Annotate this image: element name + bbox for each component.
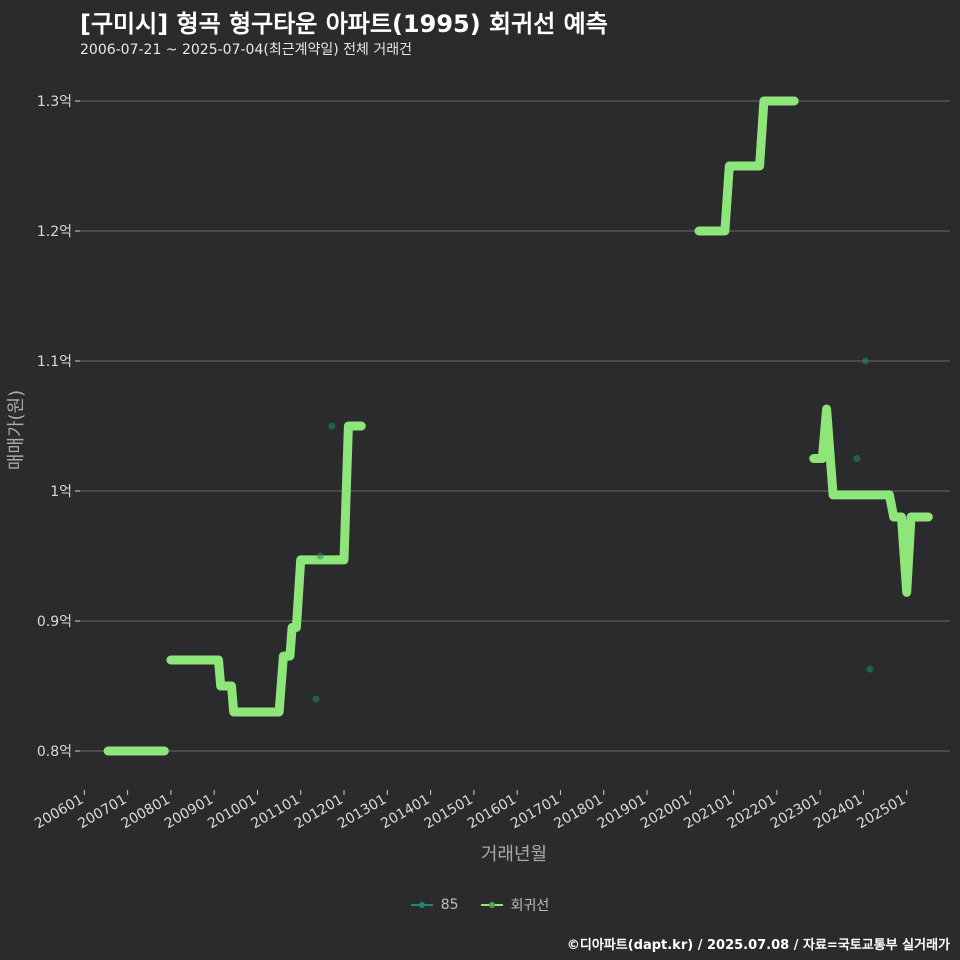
data-point-85 (328, 422, 336, 430)
y-axis-label: 매매가(원) (6, 390, 27, 470)
x-tick-label: 202501 (854, 792, 908, 833)
x-tick-label: 201401 (378, 792, 432, 833)
regression-line-segment (694, 96, 799, 236)
y-axis-ticks: 0.8억 0.9억 1억 1.1억 1.2억 1.3억 (37, 94, 80, 760)
source-caption: ©디아파트(dapt.kr) / 2025.07.08 / 자료=국토교통부 실… (566, 938, 950, 953)
x-tick-label: 201301 (335, 792, 389, 833)
data-point-85 (862, 357, 870, 365)
x-tick-label: 202401 (811, 792, 865, 833)
legend-label-regression: 회귀선 (510, 898, 550, 914)
x-tick-label: 200701 (75, 792, 129, 833)
x-tick-label: 200801 (119, 792, 173, 833)
y-tick-label: 0.9억 (37, 614, 72, 630)
legend: 85 회귀선 (0, 895, 960, 915)
x-axis-ticks: 2006012007012008012009012010012011012012… (32, 790, 909, 832)
y-tick-label: 1.3억 (37, 94, 72, 110)
y-tick-label: 1억 (50, 484, 72, 500)
chart-title: [구미시] 형곡 형구타운 아파트(1995) 회귀선 예측 (80, 10, 608, 38)
y-tick-label: 0.8억 (37, 744, 72, 760)
legend-item-regression: 회귀선 (480, 895, 550, 915)
x-tick-label: 201801 (551, 792, 605, 833)
chart-subtitle: 2006-07-21 ~ 2025-07-04(최근계약일) 전체 거래건 (80, 42, 412, 58)
regression-line-segment (809, 404, 933, 597)
y-tick-label: 1.1억 (37, 354, 72, 370)
y-tick-label: 1.2억 (37, 224, 72, 240)
legend-item-85: 85 (410, 895, 459, 915)
x-tick-label: 201601 (465, 792, 519, 833)
legend-key-regression (480, 898, 503, 912)
x-tick-label: 200601 (32, 792, 86, 833)
regression-line-layer (103, 96, 933, 756)
x-tick-label: 202301 (768, 792, 822, 833)
x-axis-label: 거래년월 (481, 844, 547, 865)
data-point-85 (316, 552, 324, 560)
x-tick-label: 202001 (638, 792, 692, 833)
x-tick-label: 201001 (205, 792, 259, 833)
grid-layer (80, 100, 950, 752)
x-tick-label: 202201 (725, 792, 779, 833)
x-tick-label: 202101 (681, 792, 735, 833)
legend-key-85 (410, 898, 433, 912)
data-point-85 (866, 665, 874, 673)
x-tick-label: 201501 (422, 792, 476, 833)
x-tick-label: 201901 (595, 792, 649, 833)
x-tick-label: 201701 (508, 792, 562, 833)
legend-label-85: 85 (440, 897, 459, 913)
scatter-point-layer (312, 357, 874, 703)
x-tick-label: 201201 (292, 792, 346, 833)
regression-line-segment (166, 421, 366, 717)
data-point-85 (853, 455, 861, 462)
data-point-85 (312, 695, 320, 703)
x-tick-label: 201101 (248, 792, 302, 833)
x-tick-label: 200901 (162, 792, 216, 833)
